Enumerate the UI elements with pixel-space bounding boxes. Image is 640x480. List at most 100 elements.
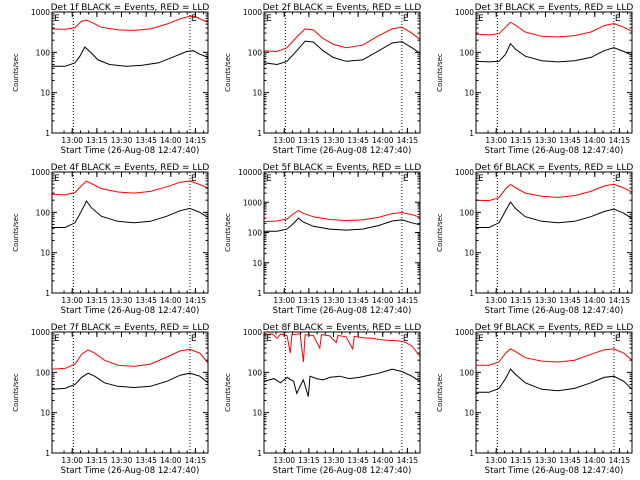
start-marker-label: E: [54, 334, 60, 344]
start-marker-label: E: [478, 14, 484, 24]
start-marker-label: E: [266, 14, 272, 24]
x-tick-label: 13:15: [510, 296, 532, 305]
y-tick-label: 10: [464, 249, 474, 258]
x-tick-label: 14:00: [584, 456, 606, 465]
start-marker-label: E: [478, 174, 484, 184]
y-tick-label: 100: [248, 229, 263, 238]
x-tick-label: 13:45: [347, 456, 369, 465]
y-axis-label: Counts/sec: [224, 53, 232, 92]
y-axis-label: Counts/sec: [224, 373, 232, 412]
x-tick-label: 13:00: [273, 456, 295, 465]
x-tick-label: 13:00: [61, 136, 83, 145]
y-axis-label: Counts/sec: [436, 213, 444, 252]
x-tick-label: 14:15: [397, 136, 419, 145]
y-axis-label: Counts/sec: [436, 373, 444, 412]
x-tick-label: 14:15: [185, 456, 207, 465]
end-marker-label: E: [615, 334, 621, 344]
x-tick-label: 13:30: [323, 456, 345, 465]
lld-series-line: [51, 180, 209, 196]
plot-frame: [475, 171, 633, 294]
x-tick-label: 13:45: [135, 296, 157, 305]
y-tick-label: 1: [45, 129, 50, 138]
start-marker-label: E: [266, 334, 272, 344]
x-tick-label: 13:00: [61, 456, 83, 465]
x-tick-label: 13:00: [485, 136, 507, 145]
y-tick-label: 10: [464, 409, 474, 418]
y-axis-label: Counts/sec: [224, 213, 232, 252]
y-tick-label: 1000: [243, 198, 262, 207]
x-tick-label: 13:15: [86, 456, 108, 465]
y-tick-label: 1: [469, 449, 474, 458]
end-marker-label: E: [615, 14, 621, 24]
y-tick-label: 10: [40, 89, 50, 98]
x-axis-label: Start Time (26-Aug-08 12:47:40): [61, 146, 200, 156]
y-tick-label: 1000: [455, 328, 474, 337]
start-marker-label: E: [54, 14, 60, 24]
y-tick-label: 1: [257, 289, 262, 298]
x-tick-label: 14:00: [372, 296, 394, 305]
end-marker-label: E: [191, 334, 197, 344]
x-tick-label: 13:30: [535, 296, 557, 305]
x-axis-label: Start Time (26-Aug-08 12:47:40): [61, 466, 200, 476]
x-tick-label: 13:15: [510, 456, 532, 465]
x-tick-label: 13:45: [135, 136, 157, 145]
panel-title: Det 3f BLACK = Events, RED = LLD: [475, 3, 634, 13]
x-tick-label: 13:45: [135, 456, 157, 465]
x-tick-label: 14:00: [160, 136, 182, 145]
end-marker-label: E: [615, 174, 621, 184]
x-tick-label: 14:00: [372, 456, 394, 465]
events-series-line: [263, 40, 421, 66]
y-tick-label: 1000: [31, 328, 50, 337]
y-tick-label: 100: [460, 368, 475, 377]
events-series-line: [476, 368, 633, 393]
y-tick-label: 10: [252, 259, 262, 268]
y-axis-label: Counts/sec: [12, 53, 20, 92]
lld-series-line: [476, 348, 633, 366]
events-series-line: [475, 42, 633, 63]
lld-series-line: [475, 21, 633, 38]
y-tick-label: 10: [40, 409, 50, 418]
end-marker-label: E: [403, 14, 409, 24]
x-tick-label: 13:30: [111, 456, 133, 465]
x-tick-label: 13:30: [111, 296, 133, 305]
x-tick-label: 13:15: [298, 296, 320, 305]
x-tick-label: 13:15: [298, 456, 320, 465]
x-tick-label: 14:00: [372, 136, 394, 145]
plot-frame: [475, 11, 633, 134]
end-marker-label: E: [403, 334, 409, 344]
x-axis-label: Start Time (26-Aug-08 12:47:40): [485, 306, 624, 316]
y-tick-label: 100: [36, 368, 51, 377]
y-tick-label: 10: [464, 89, 474, 98]
events-series-line: [52, 200, 209, 228]
x-axis-label: Start Time (26-Aug-08 12:47:40): [485, 466, 624, 476]
y-tick-label: 1000: [455, 8, 474, 17]
x-tick-label: 14:00: [584, 136, 606, 145]
x-tick-label: 13:00: [485, 456, 507, 465]
x-tick-label: 14:15: [397, 456, 419, 465]
end-marker-label: E: [191, 174, 197, 184]
y-tick-label: 1: [257, 129, 262, 138]
x-tick-label: 13:00: [485, 296, 507, 305]
y-tick-label: 1: [469, 129, 474, 138]
events-series-line: [264, 217, 421, 232]
x-tick-label: 14:15: [185, 136, 207, 145]
plot-frame: [263, 11, 421, 134]
x-tick-label: 13:30: [111, 136, 133, 145]
y-tick-label: 100: [248, 368, 263, 377]
y-tick-label: 10000: [238, 168, 262, 177]
x-axis-label: Start Time (26-Aug-08 12:47:40): [273, 466, 412, 476]
x-tick-label: 13:00: [273, 296, 295, 305]
lld-series-line: [263, 333, 421, 363]
x-tick-label: 13:45: [347, 136, 369, 145]
y-tick-label: 100: [36, 48, 51, 57]
end-marker-label: E: [191, 14, 197, 24]
x-tick-label: 13:30: [323, 136, 345, 145]
plot-frame: [263, 171, 421, 294]
x-tick-label: 13:15: [86, 296, 108, 305]
